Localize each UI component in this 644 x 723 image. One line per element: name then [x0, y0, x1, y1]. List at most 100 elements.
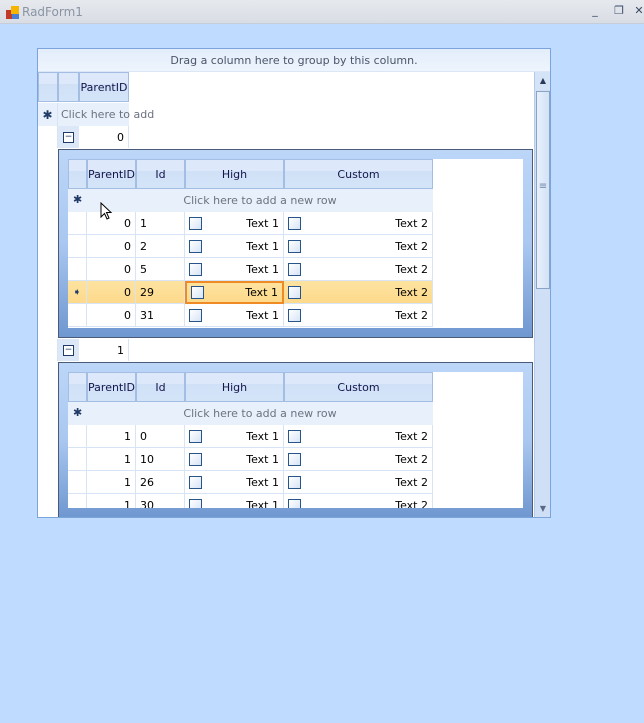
title-bar: RadForm1 _ ❐ ✕ [0, 0, 644, 24]
new-row-text: Click here to add a new row [183, 407, 337, 420]
high-cell[interactable]: Text 1 [185, 212, 284, 235]
expander-cell[interactable]: − [58, 339, 79, 361]
column-header-parentid[interactable]: ParentID [79, 72, 129, 102]
custom-checkbox[interactable] [288, 216, 301, 230]
custom-checkbox[interactable] [288, 239, 301, 253]
scroll-down-button[interactable]: ▼ [539, 504, 547, 513]
child-row[interactable]: ➧ 0 29 Text 1 Text 2 [68, 281, 433, 304]
id-cell[interactable]: 26 [136, 471, 185, 494]
column-header-custom[interactable]: Custom [284, 372, 433, 402]
column-header-parentid[interactable]: ParentID [87, 372, 136, 402]
custom-cell[interactable]: Text 2 [284, 304, 433, 327]
custom-checkbox[interactable] [288, 308, 301, 322]
child-row[interactable]: 1 26 Text 1 Text 2 [68, 471, 433, 494]
master-row[interactable]: −0 [38, 126, 534, 148]
new-row[interactable]: ✱ Click here to add a new row [68, 402, 433, 425]
high-checkbox[interactable] [189, 308, 202, 322]
custom-checkbox[interactable] [288, 452, 301, 466]
master-new-row[interactable]: Click here to add [58, 103, 154, 126]
custom-checkbox[interactable] [288, 262, 301, 276]
high-cell[interactable]: Text 1 [185, 304, 284, 327]
custom-checkbox[interactable] [288, 285, 301, 299]
child-row[interactable]: 0 1 Text 1 Text 2 [68, 212, 433, 235]
minus-icon[interactable]: − [63, 131, 74, 143]
parentid-cell[interactable]: 1 [87, 425, 136, 448]
custom-cell[interactable]: Text 2 [284, 212, 433, 235]
id-cell[interactable]: 0 [136, 425, 185, 448]
minimize-button[interactable]: _ [592, 4, 598, 17]
custom-checkbox[interactable] [288, 429, 301, 443]
high-checkbox[interactable] [189, 239, 202, 253]
custom-cell[interactable]: Text 2 [284, 494, 433, 508]
parentid-cell[interactable]: 1 [87, 448, 136, 471]
custom-cell[interactable]: Text 2 [284, 258, 433, 281]
new-row[interactable]: ✱ Click here to add a new row [68, 189, 433, 212]
parentid-cell[interactable]: 0 [87, 304, 136, 327]
scroll-thumb[interactable]: ≡ [536, 91, 550, 289]
scroll-up-button[interactable]: ▲ [535, 72, 550, 90]
vertical-scrollbar[interactable]: ▲ ≡ ▼ [534, 72, 550, 517]
high-cell[interactable]: Text 1 [185, 235, 284, 258]
custom-cell[interactable]: Text 2 [284, 471, 433, 494]
master-row[interactable]: −1 [38, 339, 534, 361]
high-cell[interactable]: Text 1 [185, 448, 284, 471]
id-cell[interactable]: 1 [136, 212, 185, 235]
high-checkbox[interactable] [189, 429, 202, 443]
child-row[interactable]: 0 31 Text 1 Text 2 [68, 304, 433, 327]
child-row[interactable]: 1 30 Text 1 Text 2 [68, 494, 433, 508]
custom-text: Text 2 [395, 498, 428, 509]
id-cell[interactable]: 2 [136, 235, 185, 258]
parentid-cell[interactable]: 1 [87, 494, 136, 508]
parentid-cell[interactable]: 0 [79, 126, 129, 148]
child-row[interactable]: 1 10 Text 1 Text 2 [68, 448, 433, 471]
custom-cell[interactable]: Text 2 [284, 425, 433, 448]
parentid-cell[interactable]: 0 [87, 212, 136, 235]
expander-cell[interactable]: − [58, 126, 79, 148]
high-cell[interactable]: Text 1 [185, 258, 284, 281]
detail-panel: ParentID Id High Custom ✱ Click here to add a… [58, 362, 533, 517]
child-row[interactable]: 0 5 Text 1 Text 2 [68, 258, 433, 281]
restore-button[interactable]: ❐ [614, 4, 624, 17]
id-cell[interactable]: 10 [136, 448, 185, 471]
high-cell[interactable]: Text 1 [185, 281, 284, 304]
row-indicator [68, 471, 87, 494]
parentid-cell[interactable]: 1 [87, 471, 136, 494]
group-panel[interactable]: Drag a column here to group by this colu… [38, 49, 550, 72]
custom-cell[interactable]: Text 2 [284, 235, 433, 258]
parentid-cell[interactable]: 0 [87, 281, 136, 304]
high-checkbox[interactable] [189, 452, 202, 466]
custom-checkbox[interactable] [288, 475, 301, 489]
parentid-cell[interactable]: 0 [87, 235, 136, 258]
id-cell[interactable]: 30 [136, 494, 185, 508]
high-cell[interactable]: Text 1 [185, 425, 284, 448]
column-header-high[interactable]: High [185, 372, 284, 402]
child-grid[interactable]: ParentID Id High Custom ✱ Click here to add a… [68, 372, 523, 508]
close-button[interactable]: ✕ [634, 4, 644, 17]
child-row[interactable]: 0 2 Text 1 Text 2 [68, 235, 433, 258]
child-row[interactable]: 1 0 Text 1 Text 2 [68, 425, 433, 448]
id-cell[interactable]: 29 [136, 281, 185, 304]
parentid-cell[interactable]: 1 [79, 339, 129, 361]
column-header-id[interactable]: Id [136, 372, 185, 402]
high-checkbox[interactable] [189, 216, 202, 230]
minus-icon[interactable]: − [63, 344, 74, 356]
high-checkbox[interactable] [189, 475, 202, 489]
parentid-cell[interactable]: 0 [87, 258, 136, 281]
child-grid[interactable]: ParentID Id High Custom ✱ Click here to add a… [68, 159, 523, 328]
column-header-parentid[interactable]: ParentID [87, 159, 136, 189]
high-text: Text 1 [246, 216, 279, 230]
high-cell[interactable]: Text 1 [185, 471, 284, 494]
high-checkbox[interactable] [189, 262, 202, 276]
column-header-id[interactable]: Id [136, 159, 185, 189]
high-checkbox[interactable] [191, 286, 204, 299]
id-cell[interactable]: 31 [136, 304, 185, 327]
rad-grid-view[interactable]: Drag a column here to group by this colu… [37, 48, 551, 518]
column-header-high[interactable]: High [185, 159, 284, 189]
custom-checkbox[interactable] [288, 498, 301, 508]
custom-cell[interactable]: Text 2 [284, 448, 433, 471]
column-header-custom[interactable]: Custom [284, 159, 433, 189]
high-cell[interactable]: Text 1 [185, 494, 284, 508]
id-cell[interactable]: 5 [136, 258, 185, 281]
custom-cell[interactable]: Text 2 [284, 281, 433, 304]
high-checkbox[interactable] [189, 498, 202, 508]
